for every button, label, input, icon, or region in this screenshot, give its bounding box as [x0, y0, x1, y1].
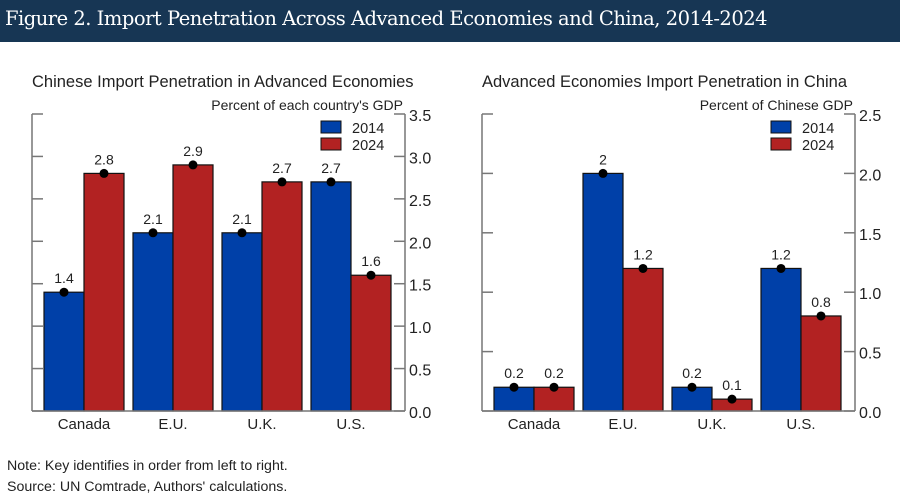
x-tick-label: E.U. — [158, 416, 187, 433]
x-tick-label: E.U. — [608, 416, 637, 433]
x-tick-label: U.K. — [247, 416, 276, 433]
data-point-marker — [727, 394, 737, 404]
legend-swatch-2014 — [770, 120, 792, 134]
x-tick-label: U.S. — [786, 416, 815, 433]
data-label: 1.2 — [771, 246, 791, 262]
data-point-marker — [816, 311, 826, 321]
bar-2024-eu — [172, 164, 214, 412]
y-tick-label: 0.0 — [859, 405, 881, 422]
y-tick-label: 3.0 — [409, 150, 431, 167]
figure-title: Figure 2. Import Penetration Across Adva… — [5, 7, 768, 30]
y-tick-label: 1.5 — [409, 278, 431, 295]
y-axis-label: Percent of Chinese GDP — [700, 97, 853, 113]
y-tick-label: 0.5 — [859, 346, 881, 363]
source-text: Source: UN Comtrade, Authors' calculatio… — [7, 479, 288, 495]
data-point-marker — [237, 228, 247, 238]
chart-left-import-penetration-advanced-economies: Chinese Import Penetration in Advanced E… — [31, 73, 431, 433]
legend-swatch-2024 — [770, 137, 792, 151]
data-point-marker — [366, 270, 376, 280]
bar-2014-uk — [221, 232, 263, 412]
data-point-marker — [188, 160, 198, 170]
bar-2024-canada — [83, 172, 125, 412]
data-point-marker — [638, 263, 648, 273]
bar-2014-eu — [132, 232, 174, 412]
data-point-marker — [687, 382, 697, 392]
data-point-marker — [326, 177, 336, 187]
legend-label: 2014 — [802, 121, 834, 137]
data-label: 0.2 — [682, 365, 702, 381]
data-label: 2.1 — [232, 211, 252, 227]
y-tick-label: 1.0 — [859, 286, 881, 303]
data-label: 1.4 — [54, 270, 74, 286]
y-axis-label: Percent of each country's GDP — [211, 97, 403, 113]
data-point-marker — [277, 177, 287, 187]
data-label: 2.1 — [143, 211, 163, 227]
y-tick-label: 3.5 — [409, 108, 431, 125]
data-label: 2.7 — [272, 160, 292, 176]
bar-2024-us — [350, 274, 392, 412]
data-point-marker — [598, 168, 608, 178]
legend-swatch-2014 — [320, 120, 342, 134]
x-tick-label: U.K. — [697, 416, 726, 433]
data-label: 0.1 — [722, 377, 742, 393]
chart-title: Chinese Import Penetration in Advanced E… — [32, 73, 414, 91]
x-tick-label: Canada — [58, 416, 111, 433]
chart-right-import-penetration-china: Advanced Economies Import Penetration in… — [481, 73, 881, 433]
y-tick-label: 2.0 — [409, 235, 431, 252]
data-point-marker — [776, 263, 786, 273]
figure-notes: Note: Key identifies in order from left … — [7, 456, 288, 498]
data-point-marker — [59, 287, 69, 297]
bar-2014-us — [310, 181, 352, 412]
bar-2024-uk — [261, 181, 303, 412]
x-tick-label: U.S. — [336, 416, 365, 433]
y-tick-label: 0.0 — [409, 405, 431, 422]
data-label: 1.6 — [361, 253, 381, 269]
data-label: 2.7 — [321, 160, 341, 176]
note-text: Note: Key identifies in order from left … — [7, 458, 288, 474]
data-label: 2.8 — [94, 151, 114, 167]
data-point-marker — [99, 168, 109, 178]
data-label: 0.2 — [544, 365, 564, 381]
data-point-marker — [148, 228, 158, 238]
bar-2024-eu — [622, 267, 664, 412]
data-label: 1.2 — [633, 246, 653, 262]
legend-swatch-2024 — [320, 137, 342, 151]
bar-2014-us — [760, 267, 802, 412]
y-tick-label: 2.0 — [859, 167, 881, 184]
y-tick-label: 2.5 — [409, 193, 431, 210]
data-label: 2.9 — [183, 143, 203, 159]
legend-label: 2024 — [352, 138, 384, 154]
data-label: 0.8 — [811, 294, 831, 310]
y-tick-label: 1.5 — [859, 227, 881, 244]
data-point-marker — [509, 382, 519, 392]
data-label: 0.2 — [504, 365, 524, 381]
data-point-marker — [549, 382, 559, 392]
y-tick-label: 2.5 — [859, 108, 881, 125]
legend-label: 2014 — [352, 121, 384, 137]
bar-2024-us — [800, 315, 842, 412]
chart-title: Advanced Economies Import Penetration in… — [482, 73, 848, 91]
bar-2014-canada — [43, 291, 85, 412]
data-label: 2 — [599, 151, 607, 167]
y-tick-label: 0.5 — [409, 363, 431, 380]
figure-header: Figure 2. Import Penetration Across Adva… — [0, 0, 900, 42]
y-tick-label: 1.0 — [409, 320, 431, 337]
x-tick-label: Canada — [508, 416, 561, 433]
legend-label: 2024 — [802, 138, 834, 154]
bar-2014-eu — [582, 172, 624, 412]
